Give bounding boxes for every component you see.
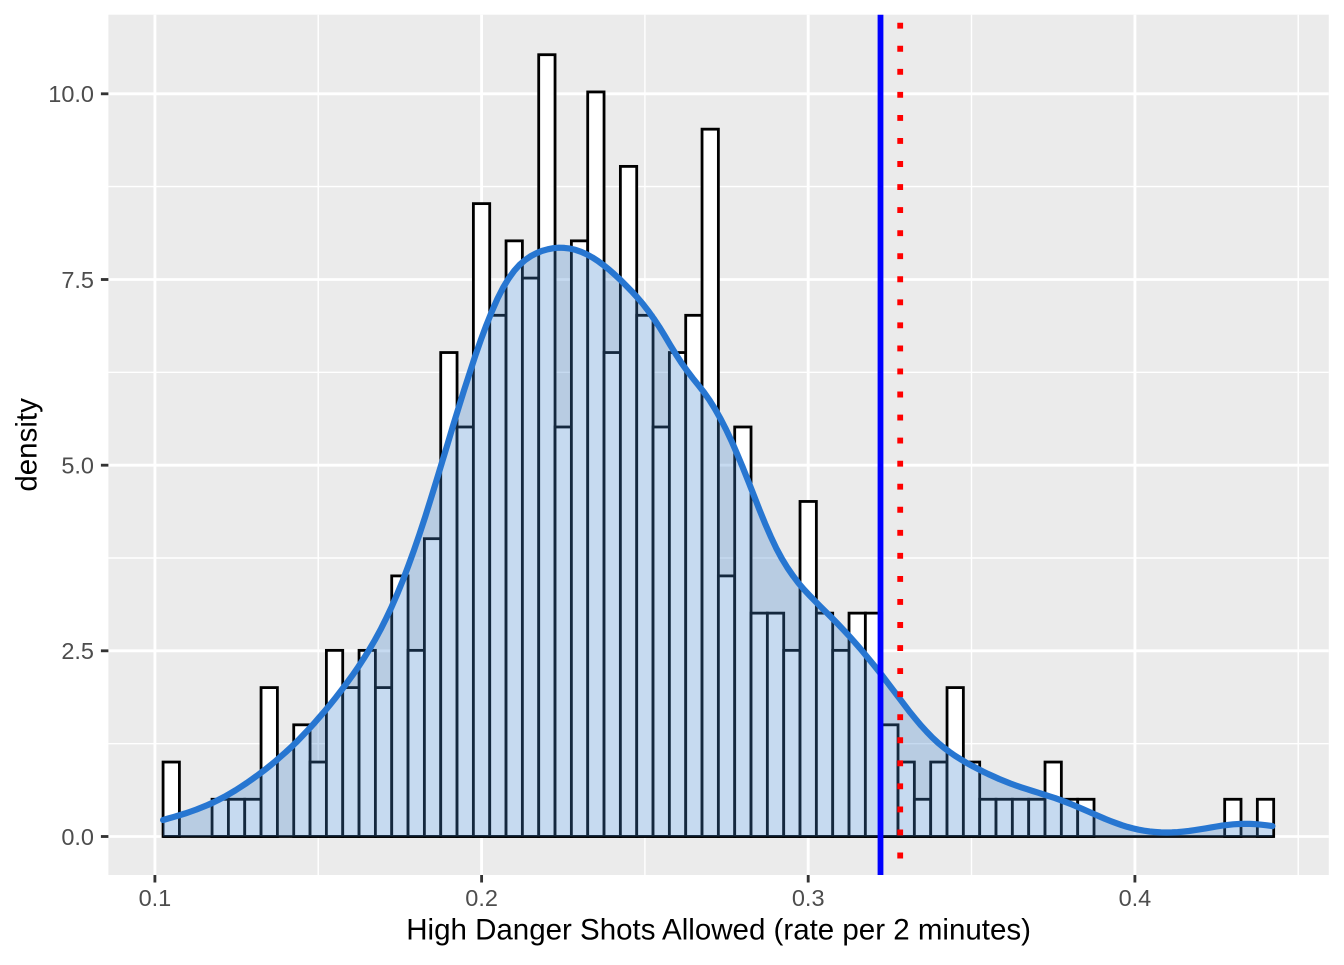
svg-text:10.0: 10.0 (48, 81, 94, 107)
svg-text:0.1: 0.1 (139, 885, 172, 911)
svg-text:0.4: 0.4 (1119, 885, 1152, 911)
svg-text:High Danger Shots Allowed (rat: High Danger Shots Allowed (rate per 2 mi… (406, 914, 1031, 947)
svg-text:0.2: 0.2 (465, 885, 498, 911)
svg-text:0.3: 0.3 (792, 885, 825, 911)
svg-text:7.5: 7.5 (61, 267, 94, 293)
svg-text:2.5: 2.5 (61, 638, 94, 664)
svg-text:0.0: 0.0 (61, 824, 94, 850)
svg-text:5.0: 5.0 (61, 453, 94, 479)
svg-text:density: density (10, 398, 43, 492)
